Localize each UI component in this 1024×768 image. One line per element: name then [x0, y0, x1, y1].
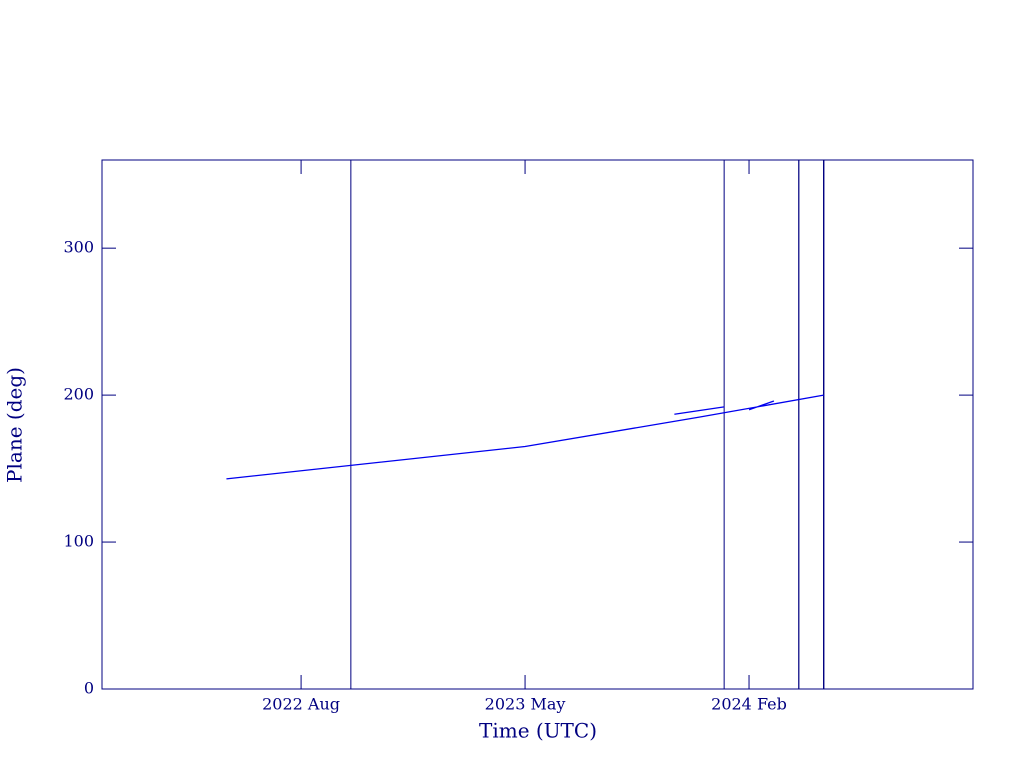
y-tick-label: 300 [63, 238, 94, 257]
x-tick-label: 2023 May [485, 695, 566, 714]
x-tick-label: 2024 Feb [711, 695, 787, 714]
y-tick-label: 200 [63, 385, 94, 404]
plot-frame [101, 159, 974, 690]
y-tick-label: 0 [84, 679, 94, 698]
y-axis-label: Plane (deg) [3, 367, 27, 483]
data-line [226, 394, 824, 480]
x-tick-label: 2022 Aug [262, 695, 340, 714]
y-tick-label: 100 [63, 532, 94, 551]
x-axis-label: Time (UTC) [479, 719, 597, 743]
